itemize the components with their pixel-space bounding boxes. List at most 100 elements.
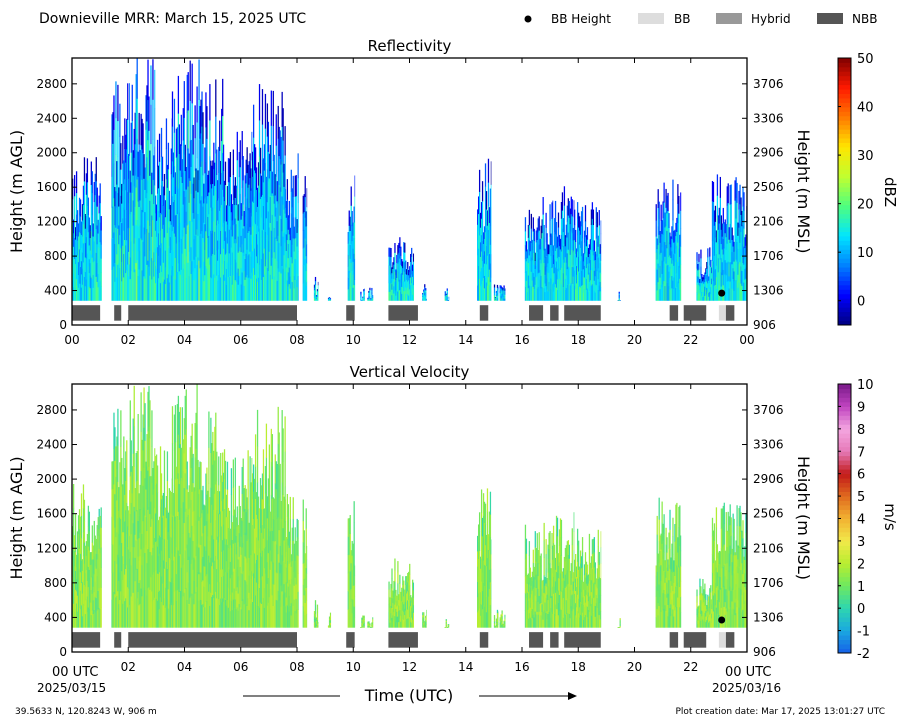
echo-cell	[271, 236, 273, 258]
echo-cell	[257, 208, 260, 232]
echo-cell	[252, 524, 254, 551]
echo-cell	[135, 262, 137, 301]
echo-cell	[204, 198, 206, 225]
echo-segment	[171, 59, 202, 301]
echo-cell	[368, 298, 370, 301]
echo-cell	[571, 249, 573, 268]
echo-cell	[391, 597, 393, 609]
bright-band-interval	[529, 305, 544, 321]
echo-cell	[260, 580, 263, 604]
echo-cell	[270, 594, 272, 628]
echo-cell	[291, 281, 293, 301]
echo-cell	[151, 410, 153, 447]
echo-cell	[249, 251, 251, 277]
echo-cell	[173, 556, 176, 593]
echo-cell	[578, 258, 581, 273]
echo-cell	[488, 608, 491, 628]
echo-cell	[426, 609, 427, 614]
echo-cell	[328, 623, 331, 626]
echo-cell	[166, 164, 169, 188]
echo-cell	[741, 211, 743, 227]
echo-cell	[237, 542, 239, 560]
echo-cell	[233, 529, 235, 550]
echo-cell	[273, 276, 275, 301]
echo-cell	[146, 562, 148, 596]
colorbar-tick-label: 30	[857, 149, 874, 164]
echo-cell	[293, 275, 295, 289]
echo-cell	[352, 543, 354, 558]
echo-cell	[248, 207, 250, 232]
echo-cell	[370, 299, 372, 301]
echo-cell	[196, 424, 198, 466]
echo-cell	[249, 153, 251, 179]
echo-cell	[393, 604, 395, 613]
echo-cell	[670, 268, 672, 280]
echo-cell	[128, 549, 130, 570]
echo-cell	[236, 131, 238, 161]
echo-cell	[143, 251, 145, 277]
echo-cell	[223, 472, 225, 499]
echo-cell	[205, 196, 207, 232]
echo-cell	[182, 236, 184, 269]
echo-cell	[73, 565, 76, 582]
colorbar-band	[838, 106, 851, 112]
echo-cell	[347, 231, 349, 244]
echo-cell	[113, 129, 115, 165]
echo-segment	[129, 58, 156, 301]
echo-cell	[696, 260, 698, 269]
echo-cell	[79, 216, 82, 234]
echo-cell	[405, 593, 407, 603]
echo-cell	[168, 190, 171, 210]
echo-cell	[74, 288, 77, 301]
echo-cell	[84, 559, 87, 574]
colorbar-band	[838, 66, 851, 72]
echo-cell	[179, 144, 181, 171]
echo-cell	[281, 91, 283, 127]
echo-cell	[302, 283, 304, 301]
echo-cell	[490, 277, 492, 301]
echo-cell	[351, 569, 353, 585]
echo-cell	[165, 148, 168, 180]
echo-cell	[670, 279, 672, 291]
echo-cell	[99, 553, 101, 572]
echo-cell	[503, 626, 505, 628]
echo-cell	[499, 290, 501, 294]
echo-cell	[178, 519, 181, 556]
echo-cell	[134, 557, 136, 582]
echo-cell	[262, 229, 265, 254]
echo-cell	[276, 240, 278, 261]
echo-cell	[198, 179, 200, 221]
echo-cell	[730, 203, 732, 224]
echo-cell	[423, 614, 425, 618]
echo-cell	[289, 540, 291, 563]
echo-cell	[258, 567, 261, 588]
echo-cell	[90, 277, 92, 301]
echo-cell	[265, 218, 268, 239]
echo-cell	[250, 482, 252, 507]
echo-cell	[553, 231, 556, 246]
echo-cell	[205, 499, 207, 526]
echo-cell	[404, 614, 406, 622]
echo-cell	[195, 256, 197, 279]
echo-cell	[328, 297, 331, 299]
echo-cell	[238, 532, 240, 557]
echo-cell	[486, 604, 489, 628]
echo-field	[72, 58, 748, 301]
echo-cell	[487, 534, 490, 551]
echo-cell	[568, 283, 570, 301]
echo-cell	[390, 620, 392, 628]
echo-cell	[91, 525, 93, 543]
echo-cell	[144, 515, 146, 553]
echo-cell	[214, 185, 216, 209]
echo-cell	[158, 189, 161, 218]
echo-cell	[228, 530, 231, 550]
echo-cell	[725, 275, 727, 289]
echo-cell	[205, 473, 207, 500]
echo-cell	[257, 605, 260, 628]
echo-cell	[257, 231, 260, 255]
echo-cell	[83, 205, 86, 230]
echo-cell	[548, 291, 550, 301]
echo-cell	[677, 184, 679, 204]
echo-cell	[216, 539, 218, 570]
echo-cell	[367, 298, 369, 300]
